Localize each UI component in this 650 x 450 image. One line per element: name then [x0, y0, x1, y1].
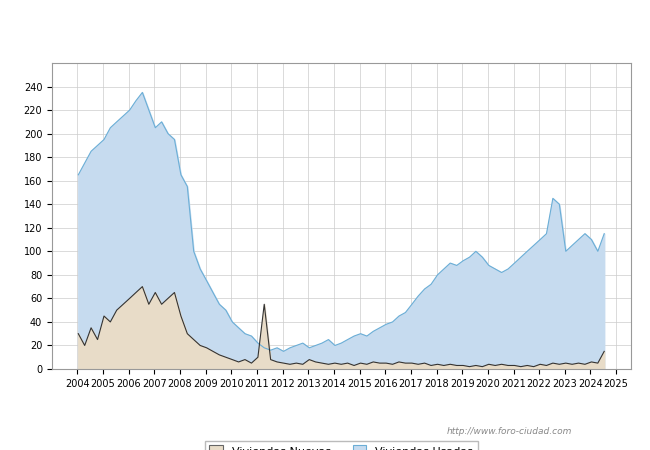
Text: http://www.foro-ciudad.com: http://www.foro-ciudad.com	[447, 428, 572, 436]
Legend: Viviendas Nuevas, Viviendas Usadas: Viviendas Nuevas, Viviendas Usadas	[205, 441, 478, 450]
Text: Sant Pere de Ribes - Evolucion del Nº de Transacciones Inmobiliarias: Sant Pere de Ribes - Evolucion del Nº de…	[74, 19, 576, 35]
